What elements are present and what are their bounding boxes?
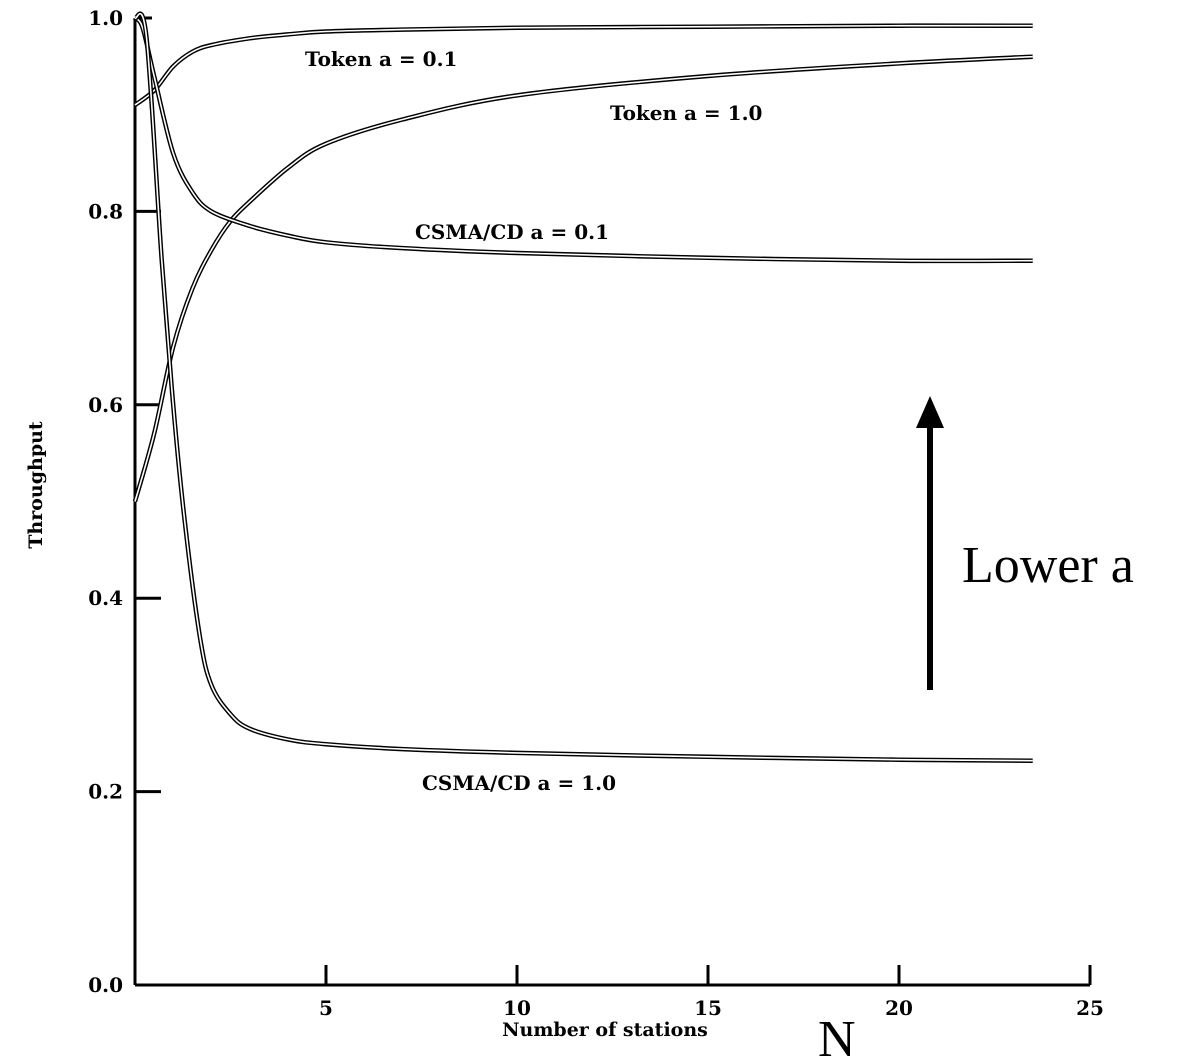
series-line-inner-2 — [134, 17, 1033, 262]
series-line-1 — [132, 54, 1033, 503]
label-token-a-0.1: Token a = 0.1 — [305, 47, 457, 71]
lower-a-label: Lower a — [962, 537, 1134, 594]
arrow-head — [916, 396, 944, 428]
series-line-3 — [132, 11, 1033, 763]
x-tick-label: 15 — [694, 996, 722, 1020]
label-token-a-1.0: Token a = 1.0 — [610, 101, 762, 125]
y-tick-label: 0.4 — [88, 586, 123, 610]
y-tick-label: 0.6 — [88, 393, 123, 417]
x-axis-title: Number of stations — [502, 1019, 708, 1041]
y-tick-label: 0.0 — [88, 973, 123, 997]
series-line-inner-1 — [134, 55, 1033, 502]
y-axis-title: Throughput — [25, 421, 47, 549]
series-line-inner-3 — [134, 12, 1033, 762]
ticks: 0.0 0.2 0.4 0.6 0.8 1.0 5 10 15 20 25 — [88, 6, 1104, 1020]
series-line-inner-0 — [134, 24, 1033, 106]
x-tick-label: 20 — [885, 996, 913, 1020]
label-csma-a-0.1: CSMA/CD a = 0.1 — [415, 220, 609, 244]
x-tick-label: 10 — [503, 996, 531, 1020]
lower-a-arrow — [916, 396, 944, 690]
series — [132, 11, 1033, 763]
n-label: N — [818, 1011, 856, 1060]
x-tick-label: 5 — [319, 996, 333, 1020]
x-tick-label: 25 — [1076, 996, 1104, 1020]
y-tick-label: 0.2 — [88, 780, 123, 804]
label-csma-a-1.0: CSMA/CD a = 1.0 — [422, 771, 616, 795]
y-tick-label: 0.8 — [88, 199, 123, 223]
y-tick-label: 1.0 — [88, 6, 123, 30]
axes — [133, 16, 1090, 987]
